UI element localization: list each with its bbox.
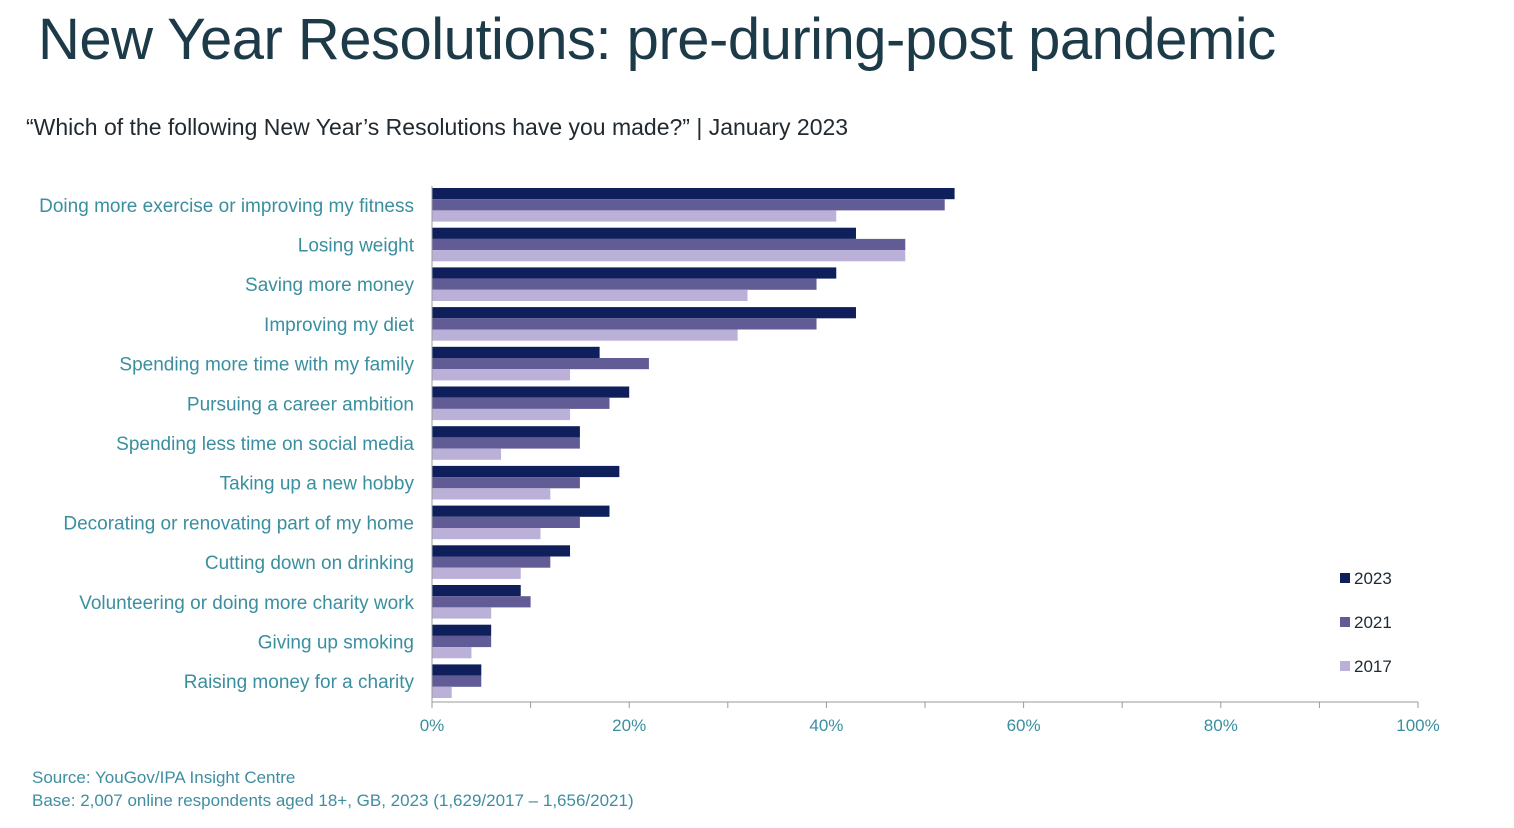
bar-2017-10 — [432, 567, 521, 579]
category-label: Taking up a new hobby — [220, 474, 415, 495]
bar-2021-5 — [432, 358, 649, 370]
bar-2021-6 — [432, 397, 610, 409]
base-note: Base: 2,007 online respondents aged 18+,… — [32, 791, 634, 810]
bar-2023-8 — [432, 465, 620, 478]
category-label: Raising money for a charity — [184, 672, 415, 693]
bar-2023-11 — [432, 585, 521, 597]
bar-2017-9 — [432, 528, 541, 540]
bar-2023-2 — [432, 227, 856, 239]
bar-2023-12 — [432, 624, 492, 636]
bar-2017-4 — [432, 329, 738, 341]
category-label: Spending more time with my family — [119, 355, 414, 376]
bar-2017-1 — [432, 210, 837, 222]
x-tick-label: 100% — [1396, 716, 1439, 735]
bar-2017-6 — [432, 408, 571, 421]
legend-swatch-2023 — [1340, 573, 1350, 583]
bar-2023-7 — [432, 426, 580, 438]
legend-label-2017: 2017 — [1354, 657, 1392, 676]
x-tick-label: 20% — [612, 716, 646, 735]
bar-2017-8 — [432, 488, 551, 500]
category-label: Cutting down on drinking — [205, 553, 414, 574]
x-tick-label: 60% — [1007, 716, 1041, 735]
x-tick-label: 0% — [420, 716, 445, 735]
bar-2023-5 — [432, 346, 600, 358]
bar-2017-12 — [432, 647, 472, 659]
bar-2021-9 — [432, 516, 580, 528]
bar-2021-8 — [432, 477, 580, 489]
bar-2023-13 — [432, 664, 482, 676]
category-label: Pursuing a career ambition — [187, 394, 414, 415]
bar-2021-2 — [432, 238, 906, 251]
bar-2021-11 — [432, 596, 531, 608]
source-note: Source: YouGov/IPA Insight Centre — [32, 768, 296, 787]
bar-2021-12 — [432, 635, 492, 648]
bar-2017-5 — [432, 369, 571, 381]
bar-2017-7 — [432, 448, 502, 460]
category-label: Volunteering or doing more charity work — [79, 593, 414, 614]
bar-2021-7 — [432, 437, 580, 449]
bar-2023-9 — [432, 505, 610, 517]
bar-2021-13 — [432, 675, 482, 687]
legend-label-2023: 2023 — [1354, 569, 1392, 588]
x-tick-label: 40% — [809, 716, 843, 735]
bar-2023-4 — [432, 307, 856, 319]
chart-title: New Year Resolutions: pre-during-post pa… — [38, 7, 1276, 72]
bar-2017-2 — [432, 250, 906, 262]
bar-2023-3 — [432, 267, 837, 279]
category-label: Decorating or renovating part of my home — [63, 513, 414, 534]
chart-subtitle: “Which of the following New Year’s Resol… — [26, 114, 849, 140]
category-label: Doing more exercise or improving my fitn… — [39, 196, 414, 217]
category-label: Losing weight — [298, 236, 415, 257]
x-tick-label: 80% — [1204, 716, 1238, 735]
category-label: Improving my diet — [264, 315, 415, 336]
bar-2023-10 — [432, 545, 571, 557]
bar-2017-3 — [432, 289, 748, 301]
bar-2021-3 — [432, 278, 817, 290]
bar-2021-1 — [432, 199, 945, 211]
bar-2017-11 — [432, 607, 492, 619]
legend-swatch-2017 — [1340, 661, 1350, 671]
bar-2017-13 — [432, 686, 452, 698]
category-label: Saving more money — [245, 275, 414, 296]
bar-2023-6 — [432, 386, 630, 398]
bar-2021-10 — [432, 556, 551, 568]
legend-label-2021: 2021 — [1354, 613, 1392, 632]
legend-swatch-2021 — [1340, 617, 1350, 627]
bar-2021-4 — [432, 318, 817, 330]
bar-2023-1 — [432, 188, 955, 200]
category-label: Giving up smoking — [258, 633, 414, 654]
category-label: Spending less time on social media — [116, 434, 414, 455]
